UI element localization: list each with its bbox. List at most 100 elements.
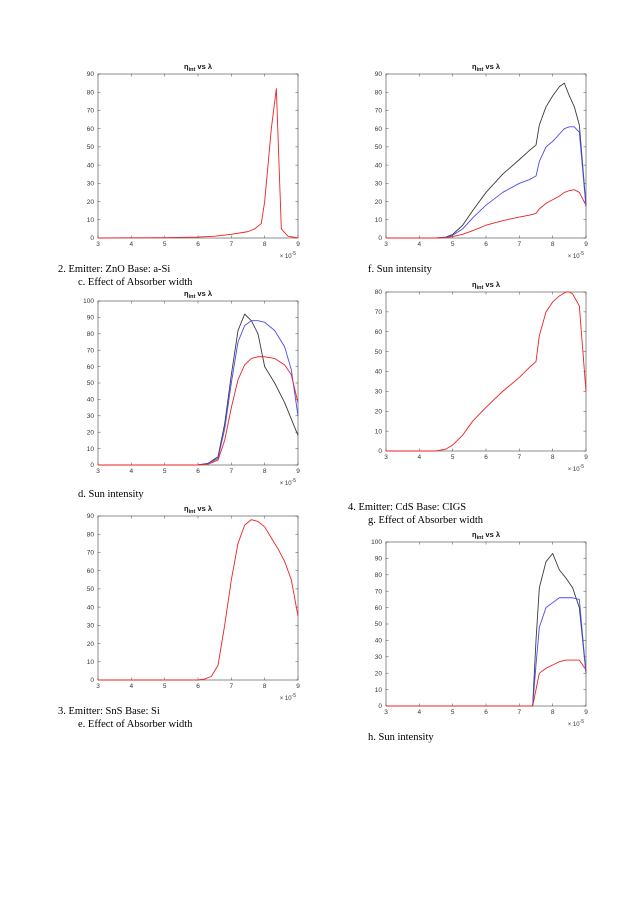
plot-frame [385,541,587,707]
y-tick-label: 0 [90,462,94,469]
y-tick-label: 0 [90,235,94,242]
x-tick-label: 4 [418,454,422,461]
y-tick-label: 90 [87,71,95,78]
y-tick-label: 0 [378,703,382,710]
x-tick-label: 9 [584,241,588,248]
series-line-red [97,88,299,239]
y-tick-label: 60 [375,605,383,612]
x-multiplier-label: × 10-5 [280,478,297,487]
chart-title: ηint vs λ [472,62,501,73]
y-tick-label: 20 [87,429,95,436]
y-tick-label: 90 [375,71,383,78]
y-tick-label: 30 [87,413,95,420]
x-tick-label: 6 [196,468,200,475]
x-tick-label: 7 [518,454,522,461]
x-multiplier-label: × 10-5 [280,693,297,702]
y-tick-label: 80 [375,89,383,96]
x-tick-label: 6 [196,683,200,690]
y-tick-label: 70 [375,108,383,115]
caption-g: g. Effect of Absorber width [368,515,483,526]
chart-title: ηint vs λ [184,289,213,300]
x-tick-label: 5 [451,454,455,461]
y-tick-label: 60 [375,329,383,336]
y-tick-label: 40 [375,638,383,645]
x-tick-label: 7 [230,468,234,475]
plot-frame [97,515,299,681]
y-tick-label: 10 [375,428,383,435]
series-line-blue [386,126,587,239]
chart-title: ηint vs λ [184,62,213,73]
chart-6-eta-vs-lambda: ηint vs λ3 4 5 6 7 8 90102030405060708090100× … [371,530,588,728]
y-tick-label: 20 [87,641,95,648]
x-tick-label: 3 [96,468,100,475]
x-tick-label: 3 [96,241,100,248]
caption-section-3: 3. Emitter: SnS Base: Si [58,706,160,717]
x-tick-label: 5 [163,241,167,248]
y-tick-label: 80 [87,531,95,538]
caption-section-4: 4. Emitter: CdS Base: CIGS [348,502,467,513]
x-tick-label: 8 [551,709,555,716]
y-tick-label: 90 [87,315,95,322]
series-line-red [386,659,587,707]
x-tick-label: 8 [551,241,555,248]
y-tick-label: 60 [87,126,95,133]
y-tick-label: 20 [87,199,95,206]
x-tick-label: 6 [484,454,488,461]
y-tick-label: 10 [375,217,383,224]
series-line-red [98,519,299,681]
x-tick-label: 7 [518,241,522,248]
x-tick-label: 6 [484,709,488,716]
chart-2-eta-vs-lambda: ηint vs λ3 4 5 6 7 8 90102030405060708090100× … [83,289,300,487]
x-multiplier-label: × 10-5 [568,251,585,260]
y-tick-label: 20 [375,199,383,206]
y-tick-label: 30 [375,654,383,661]
y-tick-label: 100 [83,298,94,305]
y-tick-label: 60 [87,568,95,575]
chart-5-eta-vs-lambda: ηint vs λ 3 4 5 6 7 8 9 0 10 20 30 40 50 60 70 80 × 10-5 [375,280,588,473]
chart-title: ηint vs λ [184,504,213,515]
y-tick-label: 0 [378,235,382,242]
chart-title: ηint vs λ [472,530,501,541]
y-tick-label: 90 [375,556,383,563]
x-tick-label: 8 [551,454,555,461]
series-line-black [98,313,299,466]
x-tick-label: 8 [263,241,267,248]
x-tick-label: 8 [263,683,267,690]
caption-section-2: 2. Emitter: ZnO Base: a-Si [58,264,171,275]
x-tick-label: 5 [451,709,455,716]
y-tick-label: 40 [375,162,383,169]
y-tick-label: 60 [87,364,95,371]
series-line-red [98,356,299,466]
x-tick-label: 9 [584,454,588,461]
y-tick-label: 70 [87,550,95,557]
y-tick-label: 50 [87,380,95,387]
y-tick-label: 10 [375,687,383,694]
series-line-blue [386,597,587,707]
x-tick-label: 8 [263,468,267,475]
x-tick-label: 3 [384,709,388,716]
y-tick-label: 80 [375,289,383,296]
x-tick-label: 7 [518,709,522,716]
series-line-red [386,291,587,452]
y-tick-label: 40 [87,397,95,404]
y-tick-label: 30 [87,623,95,630]
y-tick-label: 10 [87,217,95,224]
caption-f: f. Sun intensity [368,264,432,275]
y-tick-label: 50 [375,621,383,628]
x-tick-label: 9 [296,241,300,248]
y-tick-label: 70 [87,108,95,115]
x-tick-label: 7 [230,683,234,690]
caption-d: d. Sun intensity [78,489,144,500]
x-tick-label: 3 [96,683,100,690]
plot-frame [385,73,587,239]
x-tick-label: 9 [296,683,300,690]
x-tick-label: 4 [130,468,134,475]
y-tick-label: 30 [375,181,383,188]
x-tick-label: 4 [418,709,422,716]
y-tick-label: 30 [87,181,95,188]
y-tick-label: 50 [87,144,95,151]
y-tick-label: 80 [375,572,383,579]
y-tick-label: 20 [375,408,383,415]
